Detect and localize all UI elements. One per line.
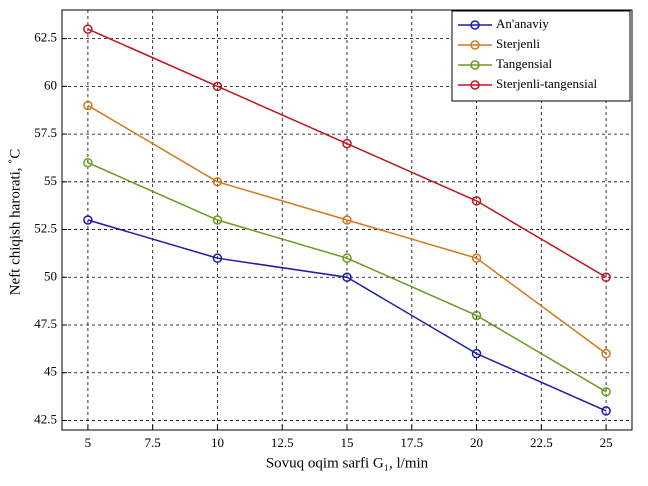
x-tick-label: 5 [85,435,92,450]
legend-label: Tangensial [496,56,553,71]
y-tick-label: 60 [44,77,57,92]
legend-marker [470,40,480,50]
plot-frame [61,9,633,431]
x-tick-label: 20 [470,435,483,450]
legend-box [451,10,631,102]
data-point [342,215,352,225]
data-point [83,24,93,34]
x-tick-label: 25 [600,435,613,450]
data-point [471,310,482,321]
data-point [212,215,223,225]
data-point [212,81,223,92]
data-point [83,100,93,111]
y-tick-label: 45 [44,364,57,379]
legend-marker [470,20,480,30]
x-tick-label: 10 [211,435,224,450]
x-tick-label: 7.5 [145,435,161,450]
data-point [471,253,482,263]
series-line [87,162,607,393]
y-tick-label: 50 [44,268,57,283]
y-axis-label: Neft chiqish harorati, ˚C [7,149,23,296]
y-tick-label: 42.5 [34,411,57,426]
data-point [212,253,223,263]
series-line [87,219,607,412]
data-point [342,272,352,283]
data-point [601,387,611,397]
legend-label: Sterjenli [496,36,540,51]
legend-label: Sterjenli-tangensial [496,76,597,91]
data-point [601,348,611,359]
legend-marker [470,80,480,90]
x-axis-label: Sovuq oqim sarfi G₁, l/min [266,455,429,471]
data-point [471,348,482,359]
legend-label: An'anaviy [496,16,549,31]
data-point [83,215,93,225]
data-point [342,138,352,149]
x-tick-label: 12.5 [271,435,294,450]
x-tick-label: 17.5 [400,435,423,450]
legend-marker [470,60,480,70]
y-tick-label: 57.5 [34,125,57,140]
data-point [601,406,611,416]
data-point [601,272,611,283]
y-tick-label: 47.5 [34,316,57,331]
data-point [471,196,482,206]
x-tick-label: 22.5 [530,435,553,450]
series-line [87,28,607,278]
data-point [212,177,223,187]
data-point [83,157,93,168]
x-tick-label: 15 [341,435,354,450]
y-tick-label: 62.5 [34,30,57,45]
series-line [87,104,607,355]
y-tick-label: 55 [44,173,57,188]
y-tick-label: 52.5 [34,221,57,236]
data-point [342,253,352,263]
